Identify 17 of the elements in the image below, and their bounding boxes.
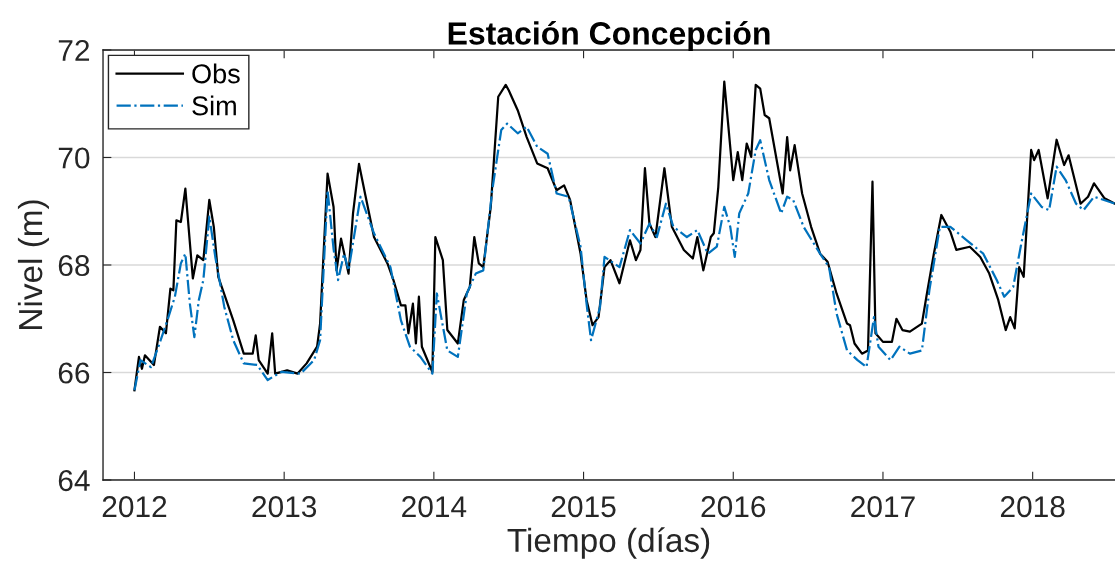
x-tick-label: 2018 — [1000, 496, 1065, 518]
y-tick-label: 68 — [58, 254, 90, 277]
chart-title: Estación Concepción — [448, 20, 770, 52]
legend-label: Obs — [192, 63, 240, 84]
x-tick-label: 2012 — [102, 496, 167, 518]
x-tick-label: 2014 — [402, 496, 467, 518]
y-axis-title: Nivel (m) — [17, 200, 49, 329]
y-tick-label: 70 — [58, 147, 90, 169]
x-tick-label: 2017 — [851, 496, 915, 518]
x-axis-title: Tiempo (días) — [507, 527, 710, 559]
x-tick-label: 2016 — [701, 496, 766, 518]
x-tick-label: 2015 — [551, 496, 616, 518]
y-tick-label: 64 — [58, 469, 90, 492]
y-tick-label: 66 — [58, 362, 90, 384]
x-tick-label: 2013 — [252, 496, 317, 518]
legend-label: Sim — [192, 95, 236, 116]
y-tick-label: 72 — [58, 39, 90, 61]
